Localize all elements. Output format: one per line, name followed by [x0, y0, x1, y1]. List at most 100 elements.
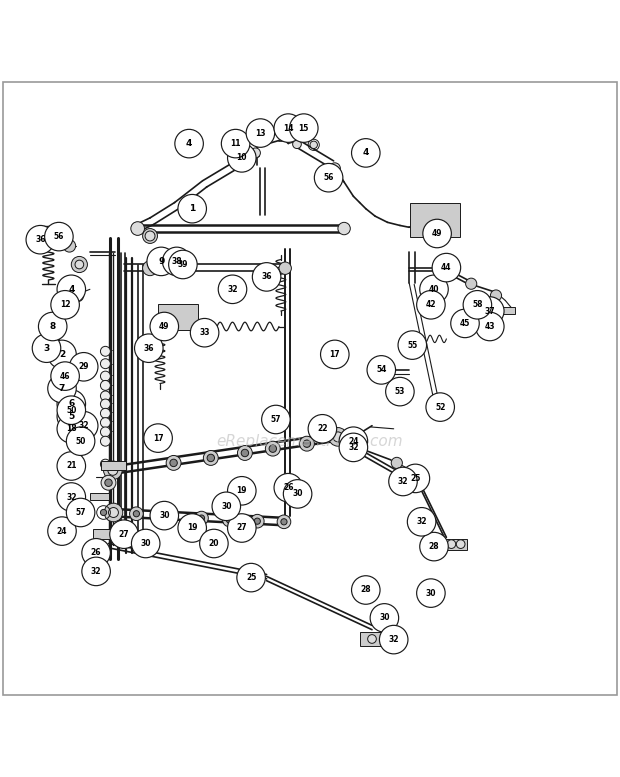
Circle shape [352, 138, 380, 167]
Text: 43: 43 [485, 322, 495, 331]
Circle shape [310, 141, 317, 148]
Text: 32: 32 [348, 443, 358, 452]
Text: 10: 10 [237, 153, 247, 162]
Text: 39: 39 [178, 260, 188, 269]
Circle shape [389, 467, 417, 496]
Circle shape [66, 498, 95, 527]
Circle shape [169, 250, 197, 279]
Circle shape [456, 540, 465, 549]
Circle shape [314, 163, 343, 192]
Circle shape [207, 455, 215, 462]
Text: 19: 19 [237, 486, 247, 495]
FancyBboxPatch shape [101, 461, 126, 470]
Circle shape [131, 221, 144, 235]
Text: 4: 4 [68, 285, 74, 294]
Circle shape [490, 290, 502, 301]
Text: 30: 30 [159, 511, 169, 520]
Circle shape [57, 451, 86, 480]
Text: 46: 46 [60, 371, 70, 381]
Circle shape [100, 510, 107, 516]
Circle shape [274, 473, 303, 502]
Text: 19: 19 [187, 524, 197, 532]
Circle shape [407, 507, 436, 536]
Circle shape [26, 225, 55, 254]
Text: 6: 6 [68, 399, 74, 409]
Circle shape [221, 129, 250, 158]
Text: 57: 57 [271, 415, 281, 424]
Circle shape [48, 375, 76, 402]
Circle shape [131, 529, 160, 558]
Text: 50: 50 [66, 406, 76, 415]
Circle shape [57, 390, 86, 418]
Text: 30: 30 [379, 613, 389, 622]
Circle shape [368, 635, 376, 643]
Circle shape [379, 625, 408, 654]
Text: 27: 27 [236, 524, 247, 532]
Circle shape [258, 132, 264, 138]
Circle shape [69, 353, 98, 381]
Circle shape [246, 119, 275, 148]
Circle shape [150, 312, 179, 341]
Text: 17: 17 [153, 434, 164, 443]
Text: 4: 4 [363, 148, 369, 158]
Circle shape [164, 513, 171, 519]
Circle shape [178, 514, 206, 542]
Circle shape [401, 464, 430, 493]
Circle shape [290, 114, 318, 142]
Circle shape [203, 451, 218, 465]
Circle shape [274, 114, 303, 142]
Text: 30: 30 [221, 502, 231, 510]
Circle shape [100, 391, 110, 401]
Circle shape [175, 129, 203, 158]
Circle shape [57, 415, 86, 443]
Text: 32: 32 [91, 567, 101, 576]
Circle shape [105, 479, 112, 486]
Text: 21: 21 [66, 462, 76, 471]
Circle shape [466, 278, 477, 289]
Circle shape [131, 222, 144, 235]
Circle shape [190, 319, 219, 347]
Text: 3: 3 [43, 343, 50, 353]
Circle shape [144, 423, 172, 452]
Text: 32: 32 [228, 285, 237, 294]
Circle shape [161, 509, 174, 522]
Circle shape [57, 483, 86, 511]
Circle shape [440, 264, 453, 277]
Text: 9: 9 [158, 257, 164, 266]
Text: 36: 36 [262, 273, 272, 281]
Circle shape [198, 515, 205, 521]
Circle shape [100, 381, 110, 390]
Text: 36: 36 [35, 235, 45, 244]
Circle shape [326, 170, 339, 183]
Circle shape [329, 163, 340, 174]
Circle shape [100, 371, 110, 381]
Text: 12: 12 [60, 300, 70, 309]
FancyBboxPatch shape [158, 304, 198, 329]
Text: 58: 58 [472, 300, 482, 309]
Circle shape [252, 263, 281, 291]
Circle shape [38, 312, 67, 341]
Circle shape [476, 297, 504, 326]
Circle shape [104, 461, 122, 479]
Circle shape [386, 378, 414, 406]
Circle shape [254, 518, 260, 524]
Circle shape [100, 399, 110, 409]
FancyBboxPatch shape [90, 493, 108, 500]
Circle shape [71, 256, 87, 273]
Circle shape [308, 415, 337, 443]
Circle shape [293, 140, 301, 148]
Circle shape [420, 275, 448, 304]
Text: 25: 25 [410, 474, 420, 483]
Text: 25: 25 [246, 573, 256, 582]
Text: 1: 1 [189, 204, 195, 213]
Circle shape [303, 440, 311, 448]
Text: 33: 33 [200, 328, 210, 337]
Circle shape [367, 356, 396, 384]
FancyBboxPatch shape [410, 203, 460, 237]
Circle shape [57, 402, 86, 430]
Circle shape [333, 432, 343, 442]
Text: 57: 57 [76, 508, 86, 517]
Circle shape [265, 441, 280, 456]
Text: 28: 28 [428, 542, 440, 551]
Circle shape [451, 309, 479, 338]
